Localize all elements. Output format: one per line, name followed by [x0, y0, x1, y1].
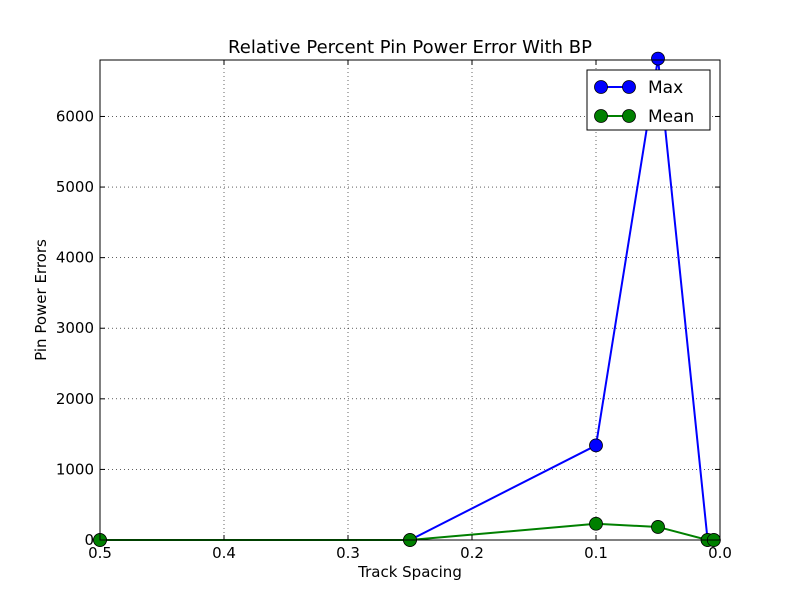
x-tick-label: 0.1: [584, 544, 608, 562]
y-tick-label: 0: [84, 531, 94, 549]
y-tick-label: 2000: [56, 390, 94, 408]
x-tick-label: 0.3: [336, 544, 360, 562]
legend-marker: [622, 109, 636, 123]
tick-labels: 0.5 0.4 0.3 0.2 0.1 0.0 0 1000 2000 3000 4000 5000 6…: [56, 107, 732, 562]
y-tick-label: 3000: [56, 319, 94, 337]
y-tick-label: 6000: [56, 107, 94, 125]
legend-entries: Max Mean: [594, 78, 694, 127]
legend-box: [586, 69, 711, 131]
y-tick-label: 4000: [56, 249, 94, 267]
data-point-max: [651, 51, 665, 66]
x-axis-label: Track Spacing: [357, 563, 462, 581]
legend-marker: [594, 80, 608, 94]
x-tick-label: 0.0: [708, 544, 732, 562]
plot-area: [100, 60, 720, 540]
y-tick-label: 1000: [56, 460, 94, 478]
chart-title: Relative Percent Pin Power Error With BP: [228, 37, 592, 58]
legend-marker: [594, 109, 608, 123]
plot-frame: [99, 59, 721, 541]
data-point-max: [589, 438, 603, 453]
x-tick-label: 0.2: [460, 544, 484, 562]
x-tick-label: 0.5: [88, 544, 112, 562]
y-tick-label: 5000: [56, 178, 94, 196]
legend-label: Max: [648, 78, 683, 98]
axis-ticks: [99, 60, 721, 541]
data-point-mean: [589, 516, 603, 531]
x-tick-label: 0.4: [212, 544, 236, 562]
legend: Max Mean: [586, 69, 711, 131]
legend-marker: [622, 80, 636, 94]
y-axis-label: Pin Power Errors: [32, 239, 50, 361]
data-point-mean: [651, 520, 665, 534]
legend-label: Mean: [648, 107, 694, 127]
